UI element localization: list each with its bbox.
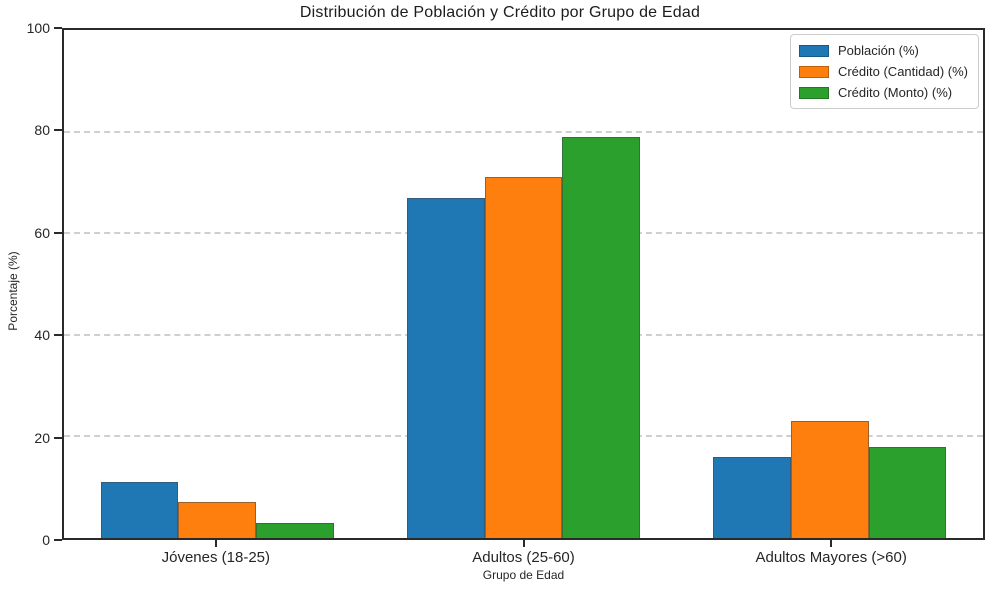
bar xyxy=(407,197,485,538)
legend-item: Crédito (Monto) (%) xyxy=(798,82,968,103)
bar xyxy=(713,456,791,538)
legend: Población (%) Crédito (Cantidad) (%) Crédi… xyxy=(789,34,979,109)
y-axis-tick-marks xyxy=(54,27,62,541)
legend-label: Población (%) xyxy=(837,43,919,58)
legend-swatch xyxy=(798,44,829,57)
x-tick-label: Adultos Mayores (>60) xyxy=(755,549,907,566)
y-tick-mark xyxy=(54,129,62,132)
y-tick-label: 20 xyxy=(34,429,50,446)
plot-area: Población (%) Crédito (Cantidad) (%) Crédi… xyxy=(62,28,985,540)
y-tick-mark xyxy=(54,231,62,234)
y-tick-mark xyxy=(54,27,62,29)
y-tick-label: 100 xyxy=(26,20,50,36)
bar xyxy=(484,177,563,538)
x-tick-label: Jóvenes (18-25) xyxy=(161,549,271,566)
y-tick-label: 40 xyxy=(34,327,50,344)
x-tick-mark xyxy=(522,540,525,547)
y-tick-label: 60 xyxy=(34,224,50,241)
y-axis-tick-labels: 0 20 40 60 80 100 xyxy=(0,20,50,548)
x-axis-tick-area: Jóvenes (18-25) Adultos (25-60) Adultos Ma… xyxy=(62,540,985,572)
legend-item: Crédito (Cantidad) (%) xyxy=(798,61,968,82)
y-tick-label: 0 xyxy=(42,532,50,548)
gridline xyxy=(64,130,983,133)
y-tick-label: 80 xyxy=(34,122,50,139)
x-axis-label: Grupo de Edad xyxy=(482,568,565,582)
x-tick-mark xyxy=(830,540,833,547)
y-tick-mark xyxy=(54,539,62,541)
legend-swatch xyxy=(798,86,829,99)
y-tick-mark xyxy=(54,334,62,337)
bar xyxy=(868,446,947,538)
bar xyxy=(791,421,869,538)
bar xyxy=(562,136,640,538)
y-tick-mark xyxy=(54,436,62,439)
chart-title: Distribución de Población y Crédito por … xyxy=(299,4,701,21)
x-tick-mark xyxy=(214,540,217,547)
bar xyxy=(255,522,334,538)
legend-item: Población (%) xyxy=(798,40,968,61)
legend-label: Crédito (Cantidad) (%) xyxy=(837,64,968,79)
legend-swatch xyxy=(798,65,829,78)
bar xyxy=(178,502,256,538)
y-axis-label: Porcentaje (%) xyxy=(6,251,20,331)
bar xyxy=(100,482,179,538)
legend-label: Crédito (Monto) (%) xyxy=(837,85,953,100)
x-tick-label: Adultos (25-60) xyxy=(472,549,575,566)
